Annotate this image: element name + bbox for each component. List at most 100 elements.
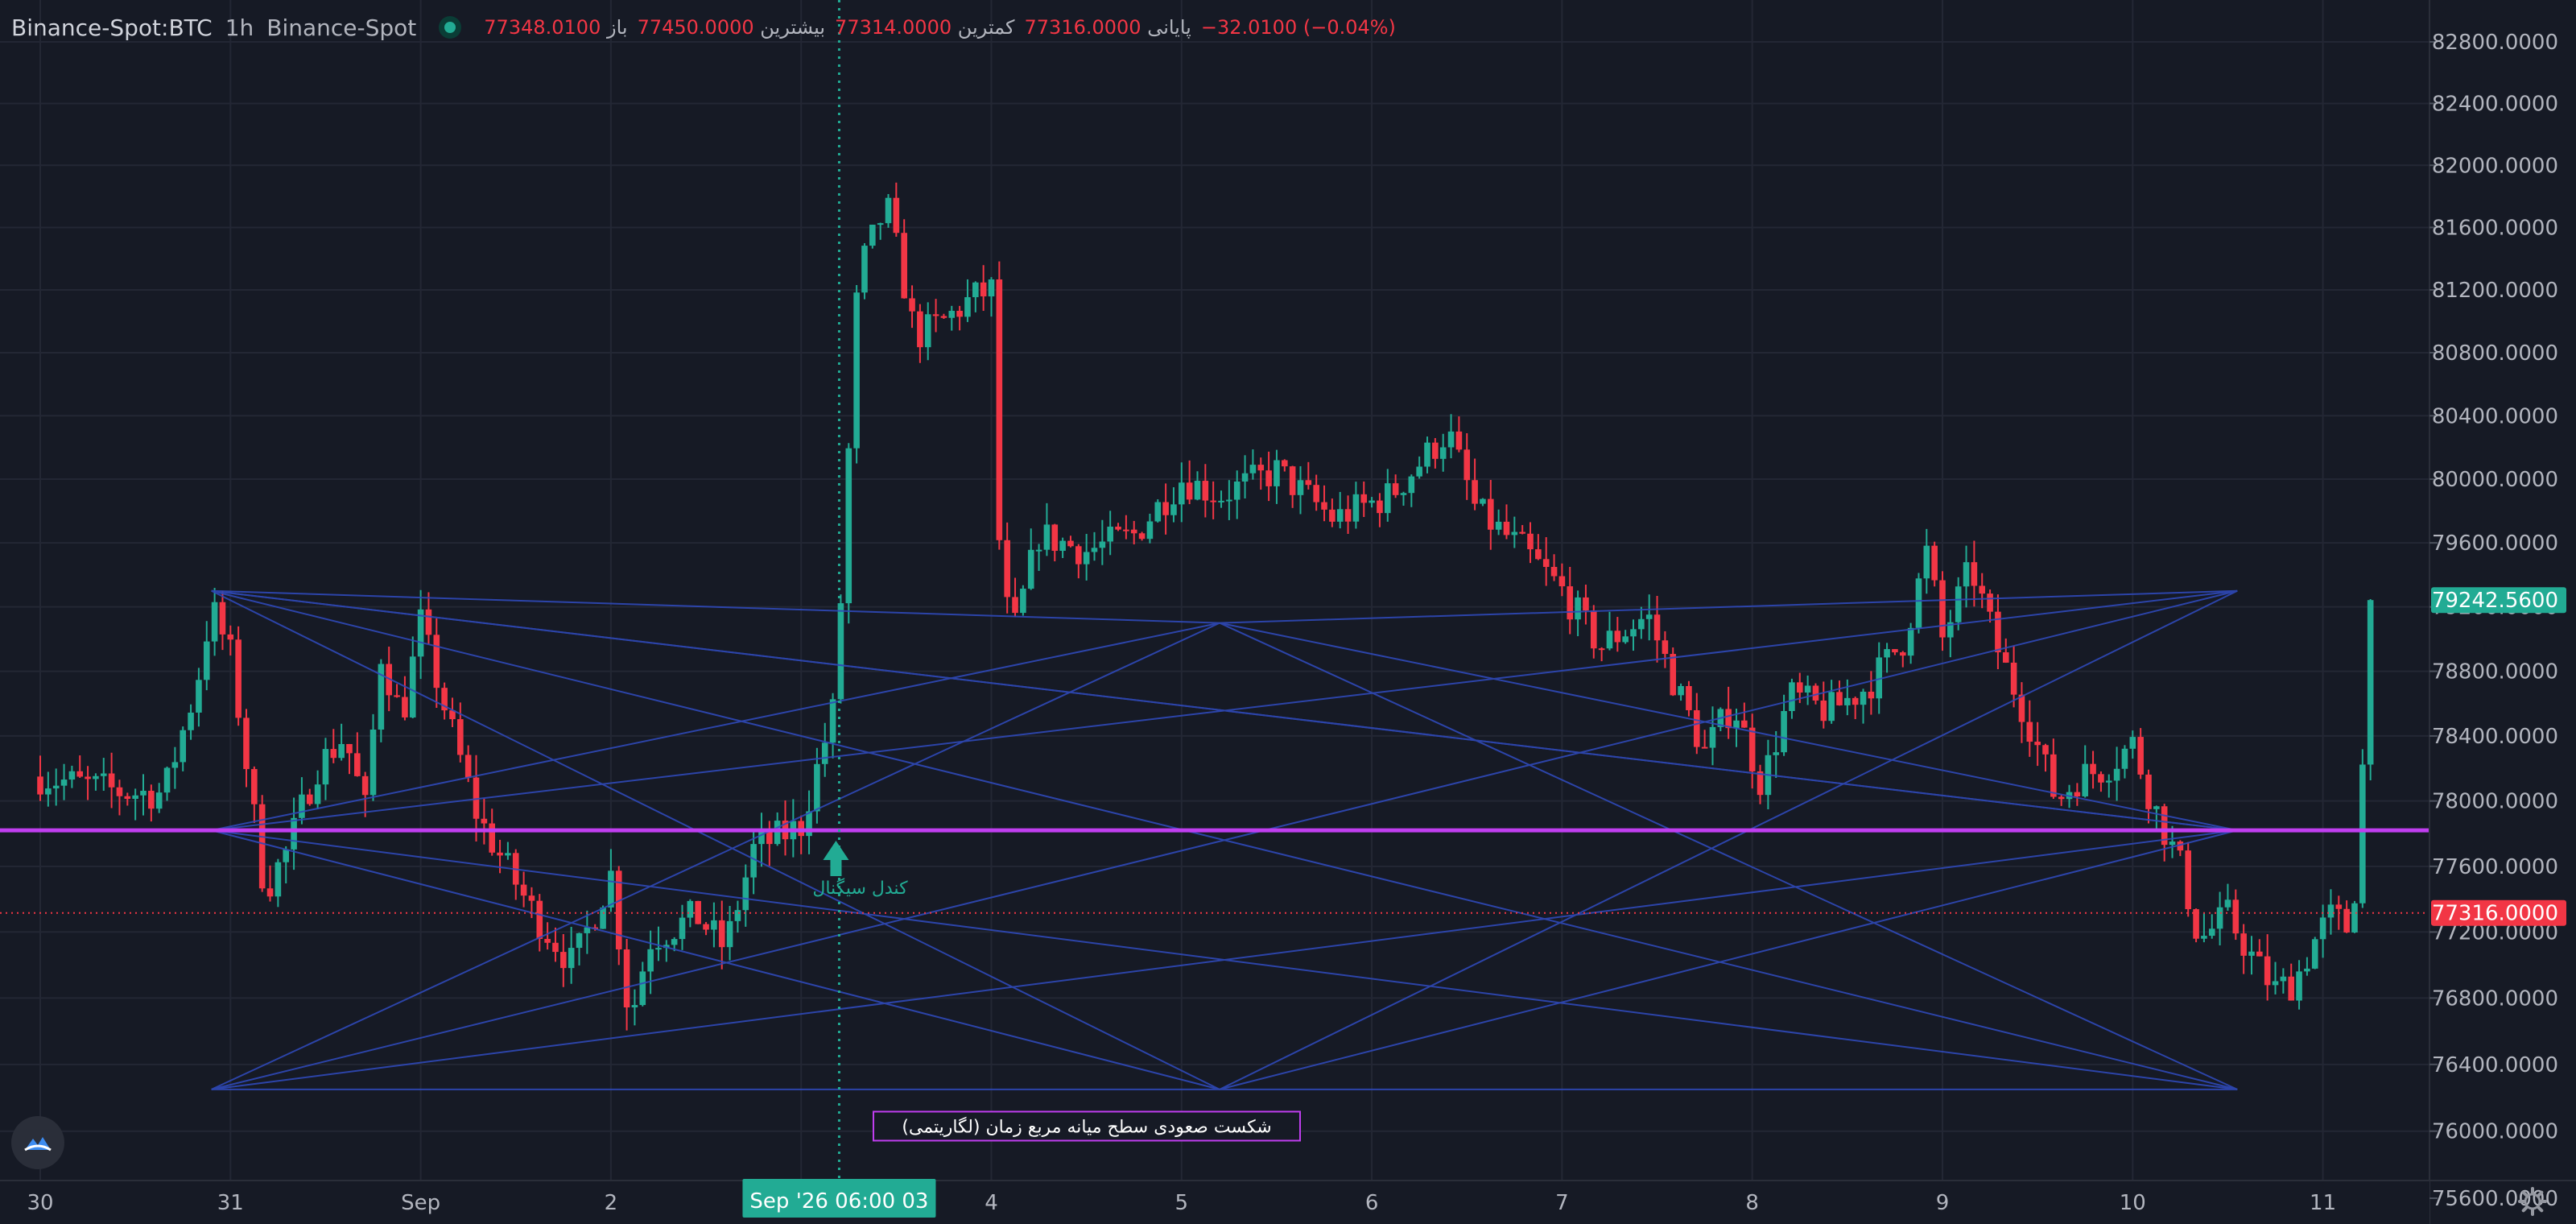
candle-body	[1130, 529, 1137, 534]
candle	[1059, 537, 1066, 558]
candle-body	[1226, 499, 1232, 502]
candle-body	[695, 900, 702, 924]
candle-body	[60, 779, 68, 786]
candle-body	[2169, 842, 2176, 846]
time-tick-label: 8	[1745, 1191, 1759, 1215]
candle-body	[1186, 482, 1193, 500]
gear-icon[interactable]	[2518, 1187, 2547, 1216]
candle	[306, 788, 313, 806]
candle-body	[402, 697, 408, 717]
candle-body	[1146, 521, 1154, 540]
candle	[2105, 774, 2112, 798]
candle	[2113, 746, 2120, 801]
candle-body	[1297, 480, 1304, 495]
candle	[2288, 963, 2295, 1001]
ohlc-high: بیشترین 77450.0000	[637, 16, 826, 39]
candle	[1868, 671, 1875, 715]
candle	[1860, 688, 1867, 724]
candle-body	[457, 719, 464, 755]
time-tick-label: 7	[1555, 1191, 1569, 1215]
candle	[314, 770, 321, 810]
candle-body	[1757, 771, 1764, 796]
candle-body	[1725, 709, 1732, 729]
candle-body	[2311, 939, 2318, 969]
candle-body	[251, 769, 258, 804]
candle-body	[100, 773, 107, 776]
candle-body	[1915, 578, 1922, 628]
pattern-line	[1219, 829, 2238, 1090]
candle	[2256, 939, 2263, 957]
candle-body	[1170, 504, 1177, 515]
candle	[1495, 509, 1502, 536]
candle	[108, 752, 115, 808]
candle-body	[1035, 549, 1042, 552]
candle	[196, 668, 202, 727]
candle	[647, 930, 654, 994]
candle	[2034, 722, 2041, 767]
last-price-badge	[2431, 899, 2566, 926]
candle-body	[1487, 498, 1494, 530]
candle	[1400, 491, 1407, 506]
candle-body	[996, 279, 1003, 540]
candle-body	[2272, 981, 2279, 986]
candle-body	[1653, 614, 1661, 641]
logo-icon[interactable]	[11, 1116, 64, 1169]
price-tick-label: 78800.0000	[2432, 660, 2558, 684]
candle-body	[1598, 648, 1605, 651]
candle	[1377, 493, 1383, 527]
pattern-line	[1219, 622, 2238, 1090]
candle	[1947, 610, 1954, 658]
ohlc-open: باز 77348.0100	[484, 16, 628, 39]
candle-body	[1059, 540, 1066, 552]
candle-body	[1377, 500, 1383, 514]
candle-body	[2018, 694, 2025, 722]
candle	[2121, 745, 2128, 779]
candle	[845, 443, 852, 624]
candle	[1091, 531, 1098, 561]
candle	[1020, 585, 1026, 616]
candle	[1186, 460, 1193, 505]
candle-body	[829, 699, 836, 743]
candle	[1820, 681, 1827, 729]
candle-body	[2248, 951, 2255, 956]
candle-body	[489, 823, 496, 853]
candle	[2129, 730, 2136, 759]
price-tick-label: 82800.0000	[2432, 31, 2558, 55]
candle-body	[338, 743, 345, 759]
candle	[148, 784, 155, 822]
pattern-line	[211, 589, 1220, 1090]
candle	[1305, 461, 1312, 490]
candle	[291, 797, 297, 870]
candle	[2193, 908, 2199, 943]
price-tick-label: 82000.0000	[2432, 154, 2558, 178]
candle	[798, 815, 804, 854]
candle-body	[85, 776, 91, 779]
candle-body	[425, 609, 432, 635]
candle-body	[837, 603, 844, 700]
price-tick-label: 80800.0000	[2432, 341, 2558, 366]
interval-label[interactable]: 1h	[225, 14, 254, 41]
candle-body	[1614, 631, 1621, 643]
candle-body	[885, 197, 892, 224]
candle	[140, 774, 147, 816]
candle-body	[1686, 685, 1692, 710]
candle	[409, 636, 416, 718]
candle-body	[1051, 524, 1059, 552]
candle-body	[1012, 597, 1018, 614]
candle-body	[980, 282, 987, 297]
candle	[330, 729, 337, 763]
candle-body	[814, 763, 820, 812]
candle-body	[2201, 936, 2207, 939]
candle-body	[1939, 580, 1946, 638]
candle-body	[1091, 548, 1098, 552]
price-tick-label: 76800.0000	[2432, 986, 2558, 1011]
candle	[188, 704, 194, 740]
candle-body	[1344, 509, 1352, 522]
candle	[1329, 498, 1335, 527]
candle-body	[821, 742, 828, 764]
candle-body	[2193, 909, 2199, 939]
symbol-label[interactable]: Binance-Spot:BTC	[11, 14, 213, 41]
candle	[956, 305, 963, 331]
candle	[790, 799, 797, 858]
